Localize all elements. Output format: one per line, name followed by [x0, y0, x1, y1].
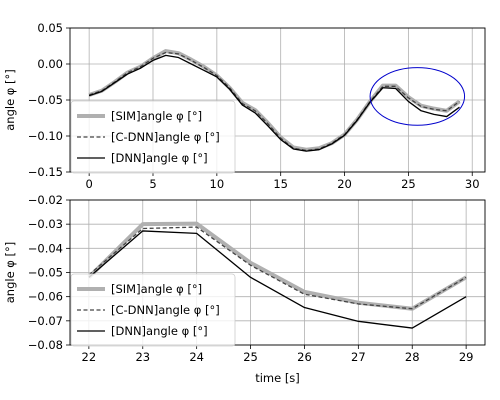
x-tick-label: 23: [135, 350, 150, 364]
y-axis-label: angle φ [°]: [3, 69, 17, 131]
y-tick-label: −0.02: [28, 193, 63, 207]
series-line-cdnnangle: [88, 51, 460, 152]
legend-label: [C-DNN]angle φ [°]: [111, 303, 220, 317]
y-tick-label: −0.05: [28, 266, 63, 280]
y-tick-label: −0.06: [28, 290, 63, 304]
x-tick-label: 29: [459, 350, 474, 364]
x-tick-label: 25: [243, 350, 258, 364]
x-tick-label: 28: [405, 350, 420, 364]
y-axis-label: angle φ [°]: [3, 242, 17, 304]
x-tick-label: 25: [401, 177, 416, 191]
legend-box: [70, 100, 236, 174]
legend-label: [DNN]angle φ [°]: [111, 151, 208, 165]
series-line-dnnangle: [88, 54, 460, 152]
y-tick-label: −0.07: [28, 314, 63, 328]
x-tick-label: 20: [337, 177, 352, 191]
x-tick-label: 22: [82, 350, 97, 364]
y-tick-label: −0.08: [28, 338, 63, 352]
y-tick-label: 0.05: [37, 21, 63, 35]
y-tick-label: −0.05: [28, 93, 63, 107]
top-chart-panel: 0 5 10 15 20 25 30 −0.15 −0.10 −0.05 0.00 0.05 angle…: [3, 21, 486, 191]
x-tick-label: 26: [297, 350, 312, 364]
x-tick-label: 27: [351, 350, 366, 364]
series-line-dnnangle: [88, 230, 467, 329]
series-group: [88, 49, 461, 152]
legend-label: [DNN]angle φ [°]: [111, 324, 208, 338]
highlight-ellipse: [369, 67, 466, 126]
y-tick-label: −0.04: [28, 241, 63, 255]
bottom-chart-panel: 22 23 24 25 26 27 28 29 −0.08 −0.07 −0.06 −0.05 −0.0…: [3, 193, 486, 385]
legend-label: [SIM]angle φ [°]: [111, 109, 202, 123]
series-group: [87, 221, 468, 329]
y-tick-label: −0.03: [28, 217, 63, 231]
y-tick-label: −0.15: [28, 165, 63, 179]
series-line-cdnnangle: [88, 226, 467, 310]
x-tick-label: 5: [149, 177, 156, 191]
x-tick-label: 10: [210, 177, 225, 191]
x-tick-label: 24: [189, 350, 204, 364]
legend-label: [SIM]angle φ [°]: [111, 282, 202, 296]
x-tick-label: 15: [273, 177, 288, 191]
x-tick-label: 0: [85, 177, 92, 191]
legend-label: [C-DNN]angle φ [°]: [111, 130, 220, 144]
legend-box: [70, 273, 236, 347]
y-tick-label: −0.10: [28, 129, 63, 143]
x-tick-label: 30: [465, 177, 480, 191]
y-tick-label: 0.00: [37, 57, 63, 71]
x-axis-label: time [s]: [255, 371, 300, 385]
